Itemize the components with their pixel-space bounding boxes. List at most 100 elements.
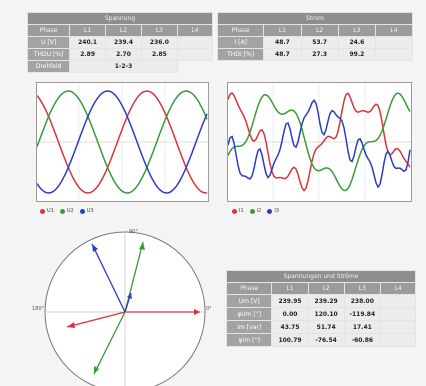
- im-value: 17.41: [343, 320, 381, 334]
- thd-u-value: [176, 48, 214, 61]
- green-dot-icon: [249, 208, 255, 214]
- um-value: 239.95: [271, 294, 309, 308]
- legend-item-i1[interactable]: I1: [232, 208, 244, 214]
- phi-um-value: 120.10: [307, 307, 345, 321]
- im-value: 51.74: [307, 320, 345, 334]
- arrowhead-icon: [139, 242, 145, 250]
- phi-im-value: -76.54: [307, 333, 345, 347]
- phi-um-value: -119.84: [343, 307, 381, 321]
- thd-i-value: 48.7: [263, 48, 302, 61]
- label-0: 0°: [206, 306, 212, 312]
- current-table-title: Strom: [217, 12, 413, 25]
- power-table-title: Spannungen und Ströme: [226, 270, 416, 283]
- voltage-table: Spannung Phase L1 L2 L3 L4 U [V] 240.1 2…: [26, 12, 214, 73]
- voltage-wave-u3: [36, 90, 208, 194]
- um-value: [379, 294, 417, 308]
- voltage-legend: U1 U2 U3: [40, 208, 94, 214]
- voltage-header-l3: L3: [140, 24, 178, 37]
- current-row-label: I [A]: [216, 36, 265, 49]
- im-label: Im [var]: [225, 320, 273, 334]
- current-legend: I1 I2 I3: [232, 208, 279, 214]
- voltage-header-l4: L4: [176, 24, 214, 37]
- label-180: 180°: [32, 306, 45, 312]
- current-waveform-plot: [227, 82, 412, 202]
- current-header-l3: L3: [337, 24, 376, 37]
- phi-im-value: [379, 333, 417, 347]
- current-value: 48.7: [263, 36, 302, 49]
- phasor-i2: [93, 311, 126, 375]
- power-header-phase: Phase: [225, 282, 273, 295]
- voltage-value: 236.0: [140, 36, 178, 49]
- current-waveform-svg: [227, 83, 411, 201]
- drehfeld-label: Drehfeld: [26, 60, 71, 73]
- legend-item-u1[interactable]: U1: [40, 208, 54, 214]
- power-header-l4: L4: [379, 282, 417, 295]
- current-wave-i2: [227, 92, 411, 192]
- voltage-waveform-svg: [36, 83, 208, 201]
- legend-item-i3[interactable]: I3: [267, 208, 279, 214]
- voltage-value: 240.1: [69, 36, 107, 49]
- voltage-value: [176, 36, 214, 49]
- phi-im-value: 100.79: [271, 333, 309, 347]
- power-table: Spannungen und Ströme Phase L1 L2 L3 L4 …: [225, 270, 417, 347]
- voltage-wave-u1: [36, 90, 207, 194]
- um-label: Um [V]: [225, 294, 273, 308]
- current-table: Strom Phase L1 L2 L3 L4 I [A] 48.7 53.7 …: [216, 12, 414, 61]
- voltage-grid: [37, 83, 208, 201]
- current-header-l1: L1: [263, 24, 302, 37]
- current-header-l4: L4: [374, 24, 414, 37]
- power-header-l2: L2: [307, 282, 345, 295]
- current-wave-i3: [227, 99, 411, 189]
- thd-i-label: THDI [%]: [216, 48, 265, 61]
- thd-u-value: 2.85: [140, 48, 178, 61]
- thd-i-value: 27.3: [300, 48, 339, 61]
- arrowhead-icon: [92, 244, 98, 252]
- green-dot-icon: [59, 208, 65, 214]
- arrowhead-icon: [127, 293, 132, 299]
- voltage-row-label: U [V]: [26, 36, 71, 49]
- phi-im-label: φIm [°]: [225, 333, 273, 347]
- current-value: [374, 36, 414, 49]
- im-value: [379, 320, 417, 334]
- current-wave-i1: [227, 91, 411, 192]
- drehfeld-value: 1-2-3: [69, 60, 178, 73]
- voltage-table-title: Spannung: [27, 12, 213, 25]
- arrowhead-icon: [194, 309, 200, 315]
- phi-um-value: 0.00: [271, 307, 309, 321]
- phasor-u2: [124, 241, 144, 313]
- current-header-phase: Phase: [216, 24, 265, 37]
- phi-im-value: -60.86: [343, 333, 381, 347]
- voltage-header-l1: L1: [69, 24, 107, 37]
- thd-i-value: [374, 48, 414, 61]
- phi-um-value: [379, 307, 417, 321]
- arrowhead-icon: [67, 322, 75, 328]
- arrowhead-icon: [94, 366, 99, 374]
- red-dot-icon: [40, 208, 45, 214]
- thd-u-value: 2.70: [105, 48, 142, 61]
- phasor-diagram: 90° 180° 0°: [32, 229, 212, 386]
- phi-um-label: φUm [°]: [225, 307, 273, 321]
- voltage-header-phase: Phase: [26, 24, 71, 37]
- thd-u-label: THDU [%]: [26, 48, 71, 61]
- current-value: 53.7: [300, 36, 339, 49]
- red-dot-icon: [232, 208, 237, 214]
- phasor-u3: [91, 243, 126, 313]
- voltage-header-l2: L2: [105, 24, 142, 37]
- voltage-waveform-plot: [36, 82, 209, 202]
- current-grid: [228, 83, 411, 201]
- current-value: 24.6: [337, 36, 376, 49]
- legend-item-i2[interactable]: I2: [249, 208, 261, 214]
- power-header-l1: L1: [271, 282, 309, 295]
- phasor-i1: [66, 311, 126, 328]
- voltage-value: 239.4: [105, 36, 142, 49]
- im-value: 43.75: [271, 320, 309, 334]
- power-header-l3: L3: [343, 282, 381, 295]
- legend-item-u2[interactable]: U2: [59, 208, 74, 214]
- legend-item-u3[interactable]: U3: [79, 208, 94, 214]
- um-value: 238.00: [343, 294, 381, 308]
- blue-dot-icon: [267, 208, 273, 214]
- label-90: 90°: [129, 229, 138, 235]
- um-value: 239.29: [307, 294, 345, 308]
- blue-dot-icon: [79, 208, 85, 214]
- thd-u-value: 2.89: [69, 48, 107, 61]
